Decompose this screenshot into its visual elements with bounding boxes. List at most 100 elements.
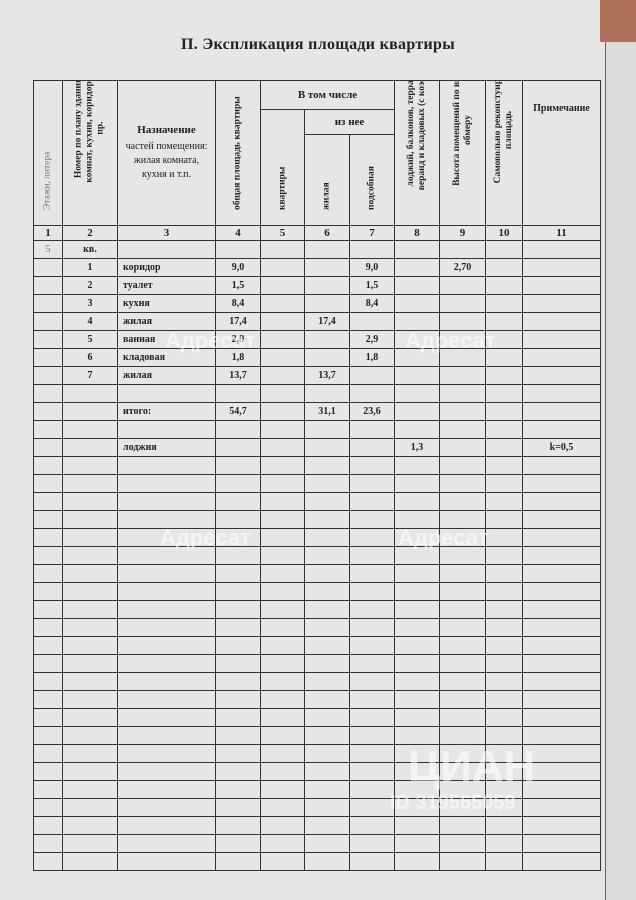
table-cell xyxy=(394,240,440,259)
table-row: 5 кв. xyxy=(33,240,601,259)
table-cell xyxy=(117,582,216,601)
table-cell xyxy=(33,708,63,727)
table-row xyxy=(33,384,601,403)
table-cell xyxy=(215,240,261,259)
table-cell xyxy=(304,546,350,565)
table-cell xyxy=(349,780,395,799)
table-cell xyxy=(349,474,395,493)
table-row xyxy=(33,816,601,835)
table-row: 3 кухня 8,4 8,4 xyxy=(33,294,601,313)
background-surface xyxy=(600,0,636,42)
table-cell xyxy=(117,834,216,853)
table-cell xyxy=(33,672,63,691)
header-of-which: из нее xyxy=(304,109,395,135)
table-cell xyxy=(485,654,523,673)
table-cell xyxy=(394,744,440,763)
table-cell xyxy=(33,384,63,403)
table-cell xyxy=(117,762,216,781)
table-cell xyxy=(33,816,63,835)
table-row xyxy=(33,672,601,691)
table-cell xyxy=(439,294,486,313)
table-cell xyxy=(304,636,350,655)
table-cell xyxy=(117,240,216,259)
table-row xyxy=(33,600,601,619)
table-cell xyxy=(304,330,350,349)
table-cell xyxy=(349,834,395,853)
table-cell xyxy=(439,672,486,691)
table-row: 2 туалет 1,5 1,5 xyxy=(33,276,601,295)
table-cell xyxy=(117,654,216,673)
table-cell xyxy=(260,366,305,385)
column-number: 5 xyxy=(260,225,305,241)
table-cell xyxy=(117,798,216,817)
table-row xyxy=(33,492,601,511)
header-living: жилая xyxy=(304,134,350,226)
table-cell xyxy=(439,384,486,403)
table-cell xyxy=(349,456,395,475)
table-cell xyxy=(33,492,63,511)
table-cell: 8,4 xyxy=(349,294,395,313)
table-cell xyxy=(485,384,523,403)
table-cell xyxy=(304,492,350,511)
table-cell xyxy=(117,780,216,799)
table-cell xyxy=(117,546,216,565)
table-cell: 1,5 xyxy=(349,276,395,295)
table-cell xyxy=(62,798,118,817)
table-cell xyxy=(439,690,486,709)
table-cell xyxy=(33,474,63,493)
table-cell xyxy=(485,456,523,475)
table-cell xyxy=(522,618,601,637)
table-cell xyxy=(304,672,350,691)
table-cell xyxy=(62,780,118,799)
table-cell xyxy=(522,420,601,439)
table-cell xyxy=(439,852,486,871)
table-cell xyxy=(260,744,305,763)
table-cell xyxy=(349,384,395,403)
table-cell xyxy=(485,240,523,259)
table-cell: 7 xyxy=(62,366,118,385)
table-cell xyxy=(260,546,305,565)
table-row xyxy=(33,510,601,529)
table-cell xyxy=(33,510,63,529)
table-cell xyxy=(304,582,350,601)
table-cell xyxy=(260,384,305,403)
table-cell: 9,0 xyxy=(215,258,261,277)
table-cell xyxy=(215,456,261,475)
table-cell xyxy=(394,528,440,547)
table-cell xyxy=(349,726,395,745)
table-cell xyxy=(439,330,486,349)
table-cell xyxy=(260,708,305,727)
table-row xyxy=(33,726,601,745)
table-cell xyxy=(349,852,395,871)
table-cell xyxy=(260,564,305,583)
table-cell xyxy=(33,528,63,547)
table-cell xyxy=(304,474,350,493)
table-cell xyxy=(62,600,118,619)
table-cell xyxy=(439,762,486,781)
table-cell: 31,1 xyxy=(304,402,350,421)
table-cell xyxy=(485,798,523,817)
table-cell xyxy=(394,312,440,331)
table-cell xyxy=(394,852,440,871)
table-cell xyxy=(260,672,305,691)
table-cell xyxy=(215,582,261,601)
table-cell xyxy=(260,528,305,547)
table-cell xyxy=(33,780,63,799)
table-cell xyxy=(117,510,216,529)
table-cell xyxy=(260,798,305,817)
table-cell xyxy=(215,492,261,511)
table-cell xyxy=(62,816,118,835)
table-cell: туалет xyxy=(117,276,216,295)
column-number: 9 xyxy=(439,225,486,241)
table-cell xyxy=(62,654,118,673)
table-row xyxy=(33,780,601,799)
table-cell xyxy=(522,654,601,673)
table-row: лоджия 1,3 k=0,5 xyxy=(33,438,601,457)
table-cell xyxy=(260,258,305,277)
table-cell xyxy=(304,690,350,709)
table-cell xyxy=(485,276,523,295)
table-cell xyxy=(215,618,261,637)
table-cell xyxy=(62,852,118,871)
table-cell xyxy=(439,240,486,259)
table-cell xyxy=(304,834,350,853)
